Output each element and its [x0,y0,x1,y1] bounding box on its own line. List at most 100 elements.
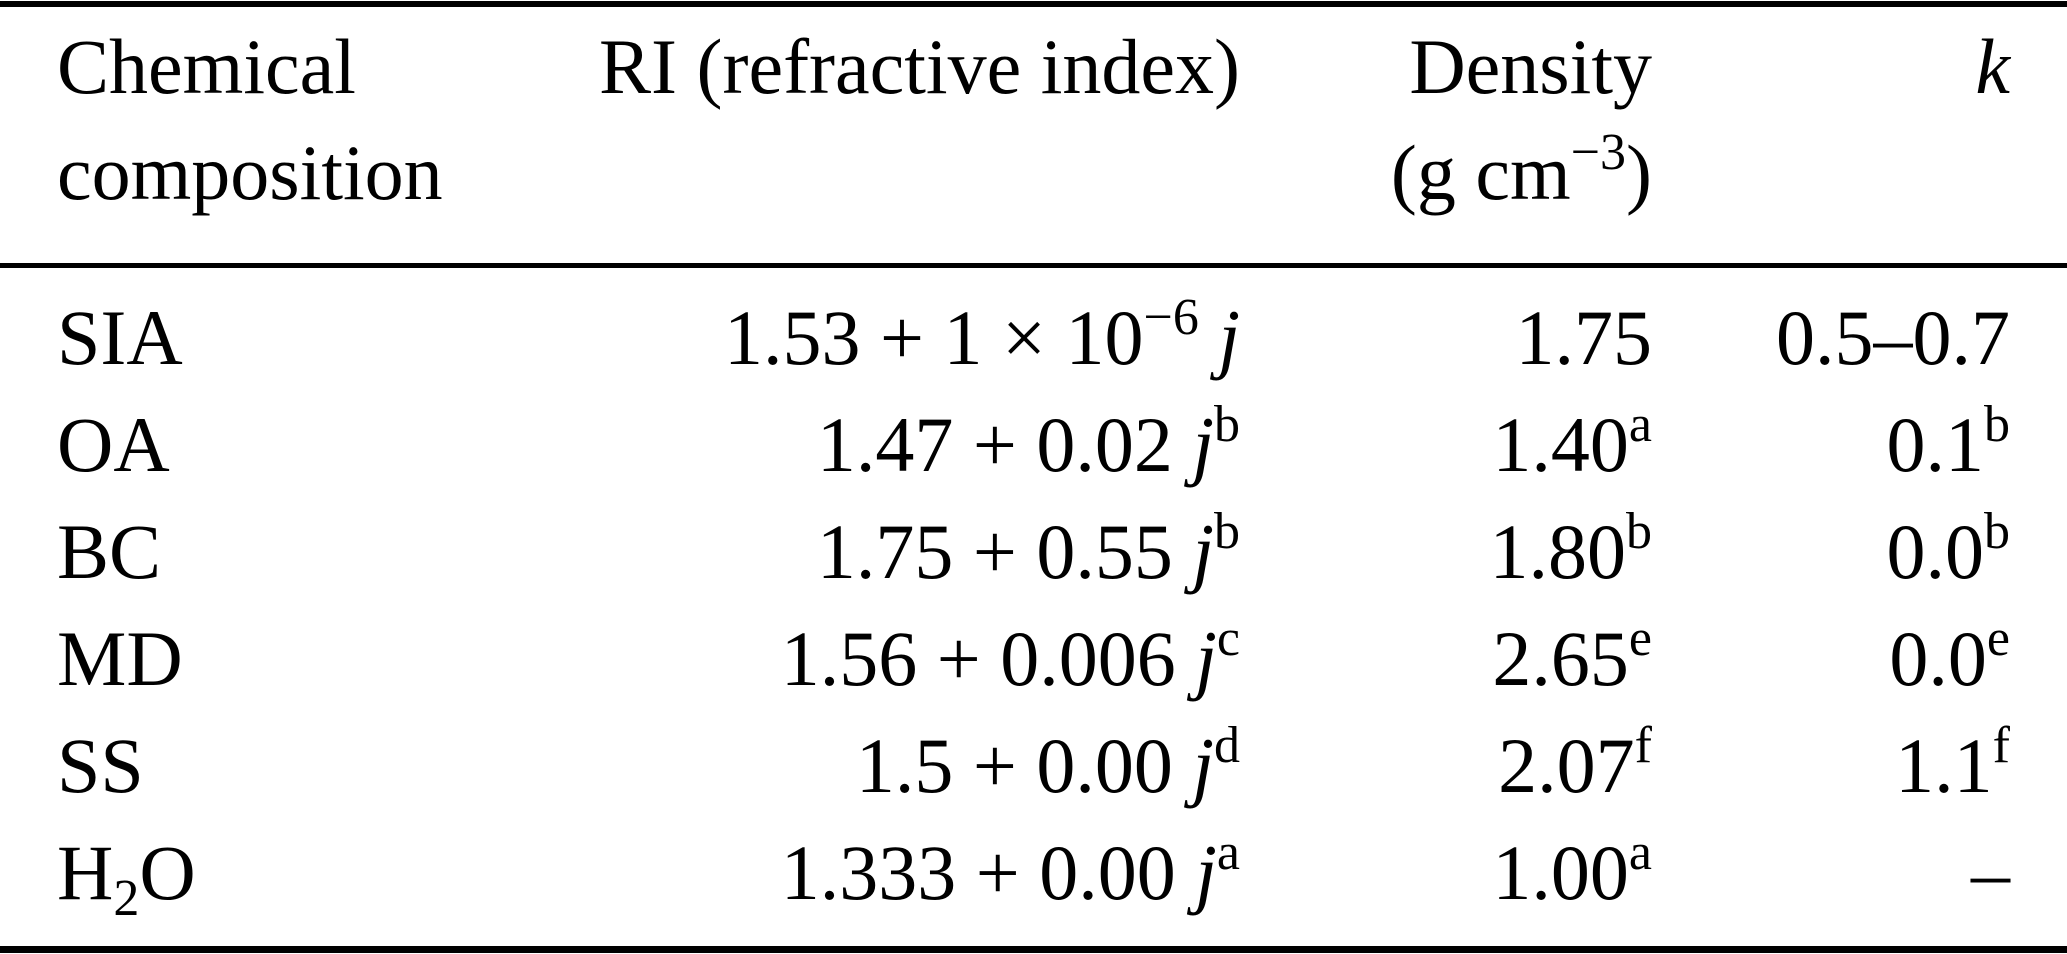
text-segment: Chemical [57,23,356,110]
cell-k: 1.1f [1652,712,2067,819]
table-header-rule [0,263,2067,268]
superscript-note: b [1984,396,2010,453]
cell-k: 0.5–0.7 [1652,262,2067,391]
cell-ri: 1.53 + 1 × 10−6 j [585,262,1240,391]
superscript-note: −3 [1570,124,1627,181]
cell-ri: 1.75 + 0.55 jb [585,498,1240,605]
cell-composition: SIA [0,262,585,391]
text-segment: 1.75 + 0.55 [816,508,1173,595]
header-line: composition [57,120,585,226]
text-segment: O [139,829,196,916]
text-segment: k [1975,23,2010,110]
superscript-note: b [1984,503,2010,560]
cell-composition: SS [0,712,585,819]
text-segment: 1.53 + 1 × 10 [724,294,1144,381]
table-header: Chemical composition RI (refractive index)… [0,0,2067,262]
text-segment: composition [57,129,443,216]
text-segment: 1.40 [1492,401,1629,488]
text-segment: 0.5–0.7 [1776,294,2010,381]
text-segment: 2.07 [1498,722,1635,809]
cell-composition: OA [0,391,585,498]
text-segment: 1.80 [1489,508,1627,595]
text-segment: OA [57,401,170,488]
table-row: BC 1.75 + 0.55 jb 1.80b 0.0b [0,498,2067,605]
text-segment: 2.65 [1492,615,1629,702]
text-segment: – [1971,829,2010,916]
header-line: Chemical [57,14,585,120]
cell-ri: 1.56 + 0.006 jc [585,605,1240,712]
table-row: OA 1.47 + 0.02 jb 1.40a 0.1b [0,391,2067,498]
cell-density: 2.07f [1240,712,1652,819]
superscript-note: f [1634,717,1652,774]
header-line: (g cm−3) [1240,120,1652,226]
text-segment: 1.00 [1492,829,1629,916]
text-segment: 1.75 [1515,294,1653,381]
text-segment: 0.1 [1886,401,1985,488]
superscript-note: b [1214,396,1240,453]
header-cell-ri: RI (refractive index) [585,0,1240,262]
cell-composition: BC [0,498,585,605]
cell-k: 0.1b [1652,391,2067,498]
cell-k: 0.0e [1652,605,2067,712]
table-bottom-rule [0,946,2067,953]
text-segment: SIA [57,294,183,381]
text-segment: 1.333 + 0.00 [780,829,1176,916]
superscript-note: e [1986,610,2010,667]
text-segment: 1.5 + 0.00 [855,722,1173,809]
text-segment: SS [57,722,144,809]
cell-density: 1.75 [1240,262,1653,391]
text-segment: (g cm [1390,129,1571,216]
text-segment: j [1172,401,1214,488]
table-row: SS 1.5 + 0.00 jd 2.07f 1.1f [0,712,2067,819]
table-body: SIA 1.53 + 1 × 10−6 j 1.75 0.5–0.7 OA 1.47 + … [0,262,2067,926]
header-line [1652,120,2010,226]
header-row: Chemical composition RI (refractive index)… [0,0,2067,262]
superscript-note: b [1626,503,1652,560]
superscript-note: −6 [1143,289,1199,346]
text-segment: Density [1409,23,1652,110]
superscript-note: a [1628,396,1652,453]
text-segment: j [1172,508,1214,595]
text-segment: 1.56 + 0.006 [780,615,1176,702]
text-segment: ) [1626,129,1652,216]
material-optical-properties-table: Chemical composition RI (refractive index)… [0,0,2067,926]
cell-density: 1.80b [1240,498,1653,605]
text-segment: j [1175,829,1217,916]
text-segment: BC [57,508,162,595]
superscript-note: d [1214,717,1240,774]
superscript-note: a [1216,824,1240,881]
cell-density: 1.00a [1240,819,1652,926]
text-segment: MD [57,615,183,702]
header-cell-density: Density (g cm−3) [1240,0,1652,262]
table-top-rule [0,1,2067,7]
table-row: MD 1.56 + 0.006 jc 2.65e 0.0e [0,605,2067,712]
cell-ri: 1.5 + 0.00 jd [585,712,1240,819]
header-line: RI (refractive index) [585,14,1240,120]
header-line: k [1652,14,2010,120]
cell-k: – [1652,819,2067,926]
superscript-note: a [1628,824,1652,881]
cell-ri: 1.47 + 0.02 jb [585,391,1240,498]
header-cell-composition: Chemical composition [0,0,585,262]
superscript-note: f [1992,717,2010,774]
table-row: H2O 1.333 + 0.00 ja 1.00a – [0,819,2067,926]
cell-density: 2.65e [1240,605,1652,712]
text-segment: RI (refractive index) [599,23,1240,110]
text-segment: j [1198,294,1240,381]
table-row: SIA 1.53 + 1 × 10−6 j 1.75 0.5–0.7 [0,262,2067,391]
cell-k: 0.0b [1652,498,2067,605]
text-segment: 0.0 [1889,615,1987,702]
text-segment: 1.47 + 0.02 [816,401,1173,488]
cell-ri: 1.333 + 0.00 ja [585,819,1240,926]
text-segment: j [1175,615,1217,702]
header-cell-k: k [1652,0,2067,262]
superscript-note: c [1216,610,1240,667]
cell-composition: MD [0,605,585,712]
superscript-note: e [1628,610,1652,667]
text-segment: j [1172,722,1214,809]
text-segment: 0.0 [1886,508,1985,595]
cell-composition: H2O [0,819,585,926]
header-line [585,120,1240,226]
superscript-note: b [1214,503,1240,560]
